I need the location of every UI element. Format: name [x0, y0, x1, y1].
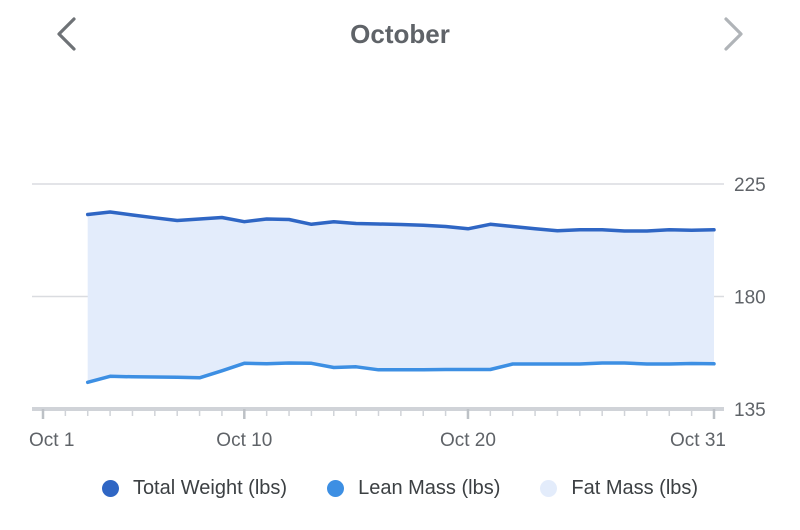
- y-tick-label-135: 135: [734, 400, 766, 421]
- legend-label-fat-mass: Fat Mass (lbs): [571, 476, 699, 499]
- chevron-right-icon: [724, 17, 743, 51]
- fat-mass-area: [87, 212, 714, 383]
- legend-item-total-weight[interactable]: Total Weight (lbs): [101, 476, 288, 500]
- total-weight-line: [85, 210, 716, 233]
- month-title: October: [350, 19, 450, 49]
- lean-mass-line: [85, 361, 716, 385]
- x-tick-label: Oct 10: [216, 430, 272, 451]
- next-month-button[interactable]: [714, 14, 754, 54]
- legend-dot-total-weight: [101, 479, 119, 497]
- x-tick-label: Oct 1: [29, 430, 74, 451]
- chevron-left-icon: [57, 17, 76, 51]
- legend-item-fat-mass[interactable]: Fat Mass (lbs): [540, 477, 698, 500]
- previous-month-button[interactable]: [46, 14, 86, 54]
- x-tick-label: Oct 20: [440, 430, 496, 451]
- legend-dot-lean-mass: [327, 479, 345, 497]
- legend-label-lean-mass: Lean Mass (lbs): [358, 476, 501, 499]
- legend-label-total-weight: Total Weight (lbs): [132, 476, 288, 499]
- x-tick-label: Oct 31: [670, 430, 726, 451]
- y-tick-label-180: 180: [734, 288, 766, 309]
- legend-dot-fat-mass: [540, 479, 558, 497]
- y-tick-label-225: 225: [734, 175, 766, 196]
- chart-legend: Total Weight (lbs) Lean Mass (lbs) Fat M…: [0, 472, 800, 504]
- month-header: October: [0, 0, 800, 70]
- body-composition-chart: 135 180 225 Oct 1 Oct 10 Oct 20 Oct 31: [29, 175, 766, 451]
- legend-item-lean-mass[interactable]: Lean Mass (lbs): [327, 477, 500, 500]
